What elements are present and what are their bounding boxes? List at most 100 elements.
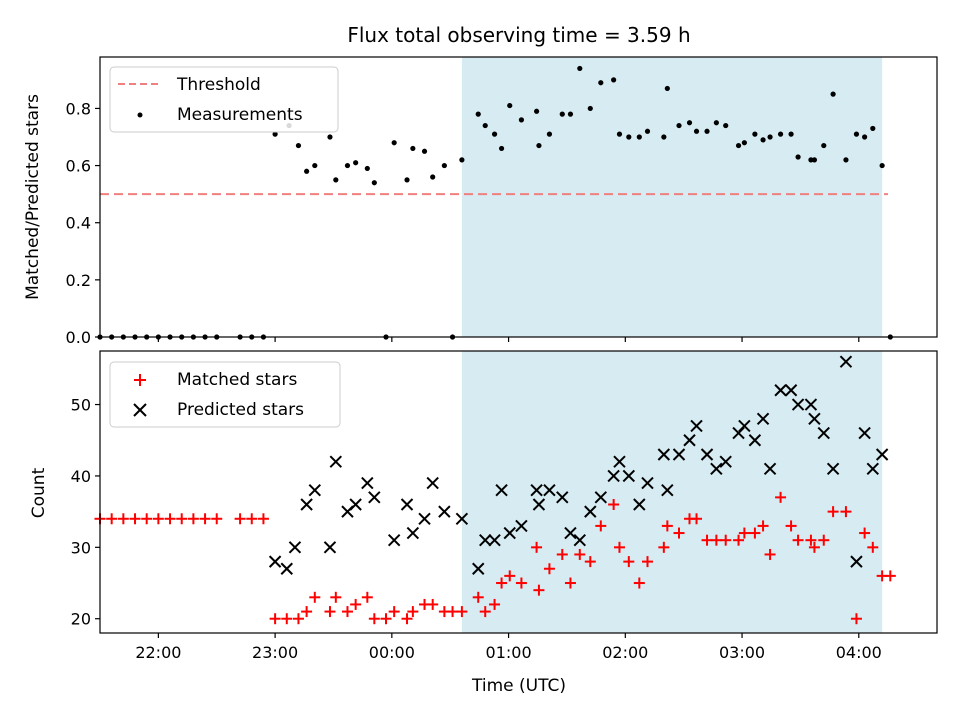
measurement-point — [870, 125, 876, 132]
matched-star-point — [808, 541, 820, 553]
measurement-point — [626, 134, 632, 140]
matched-star-point — [361, 591, 373, 603]
matched-star-point — [246, 513, 258, 525]
bottom-legend: Matched stars Predicted stars — [109, 361, 341, 428]
matched-star-point — [234, 513, 246, 525]
predicted-star-point — [472, 562, 485, 575]
top-axes-frame — [99, 56, 938, 338]
predicted-star-point — [426, 476, 439, 490]
measurement-point — [752, 131, 758, 137]
bottom-ytick-label: 20 — [71, 610, 91, 629]
measurement-point — [636, 134, 642, 140]
measurement-point — [795, 154, 801, 160]
predicted-star-point — [791, 398, 805, 411]
predicted-star-point — [488, 533, 501, 547]
predicted-star-point — [594, 491, 608, 504]
measurement-point — [577, 65, 583, 72]
predicted-star-point — [387, 533, 401, 547]
predicted-star-point — [774, 384, 787, 397]
matched-star-point — [341, 606, 353, 618]
predicted-star-point — [804, 398, 818, 411]
matched-star-point — [407, 606, 419, 618]
top-ytick-label: 0.4 — [66, 214, 91, 233]
measurement-point — [760, 137, 766, 143]
matched-star-point — [764, 548, 776, 560]
matched-star-point — [673, 527, 685, 539]
matched-star-point — [608, 498, 620, 510]
measurement-point — [862, 134, 868, 140]
predicted-star-point — [400, 498, 414, 511]
measurement-point — [482, 122, 488, 129]
predicted-star-point — [641, 476, 654, 490]
top-plot-panel: 0.00.20.40.60.8 Matched/Predicted stars … — [23, 56, 938, 347]
bottom-legend-box — [109, 361, 341, 428]
measurement-point — [327, 134, 333, 140]
predicted-star-point — [748, 434, 762, 447]
measurement-point — [459, 157, 465, 163]
matched-star-point — [380, 613, 392, 625]
matched-star-point — [489, 598, 501, 610]
measurement-point — [830, 91, 836, 97]
matched-star-point — [691, 513, 703, 525]
measurement-point — [713, 120, 719, 126]
matched-star-point — [805, 534, 817, 546]
predicted-stars-points — [268, 355, 889, 575]
measurement-point — [559, 111, 565, 117]
bottom-xtick-label: 22:00 — [135, 643, 181, 662]
measurement-point — [777, 131, 784, 137]
measurement-point — [371, 180, 377, 186]
predicted-star-point — [672, 448, 686, 461]
top-y-axis-label: Matched/Predicted stars — [23, 94, 43, 300]
top-ytick-label: 0.6 — [66, 157, 91, 176]
matched-star-point — [595, 520, 607, 532]
matched-star-point — [564, 577, 576, 589]
predicted-star-point — [613, 455, 626, 468]
matched-star-point — [701, 534, 713, 546]
measurement-point — [879, 162, 885, 169]
predicted-star-point — [756, 412, 770, 426]
predicted-star-point — [543, 484, 556, 497]
predicted-star-point — [532, 498, 546, 511]
matched-star-point — [324, 606, 336, 618]
matched-star-point — [785, 520, 797, 532]
matched-star-point — [152, 513, 164, 525]
chart-title: Flux total observing time = 3.59 h — [347, 23, 690, 47]
predicted-star-point — [288, 541, 302, 554]
matched-star-point — [641, 556, 653, 568]
measurement-point — [686, 120, 693, 126]
predicted-star-point — [763, 462, 777, 476]
measurement-point — [404, 177, 410, 183]
matched-star-point — [292, 613, 304, 625]
top-legend-box — [109, 66, 339, 133]
measurement-point — [767, 134, 773, 140]
predicted-star-point — [406, 526, 420, 540]
legend-matched-stars-label: Matched stars — [177, 370, 297, 390]
measurement-point — [853, 131, 860, 137]
matched-star-point — [106, 513, 118, 525]
measurement-point — [353, 160, 359, 166]
measurement-point — [741, 140, 747, 146]
top-highlight-span — [461, 57, 883, 337]
matched-star-point — [257, 513, 269, 525]
matched-star-point — [269, 613, 281, 625]
predicted-star-point — [300, 498, 313, 511]
matched-star-point — [850, 613, 862, 625]
measurement-point — [664, 85, 670, 92]
matched-star-point — [827, 506, 839, 518]
matched-star-point — [281, 613, 293, 625]
measurement-point — [533, 108, 540, 114]
measurement-point — [735, 142, 742, 149]
matched-star-point — [658, 541, 670, 553]
bottom-axes-frame — [99, 350, 938, 634]
predicted-star-point — [515, 519, 528, 533]
predicted-star-point — [826, 462, 840, 476]
matched-star-point — [775, 491, 787, 503]
matched-star-point — [479, 606, 491, 618]
matched-star-point — [309, 591, 321, 603]
measurement-point — [567, 111, 574, 117]
measurement-point — [344, 162, 351, 169]
matched-star-point — [330, 591, 342, 603]
bottom-xtick-label: 02:00 — [602, 643, 648, 662]
top-legend: Threshold Measurements — [109, 66, 339, 133]
